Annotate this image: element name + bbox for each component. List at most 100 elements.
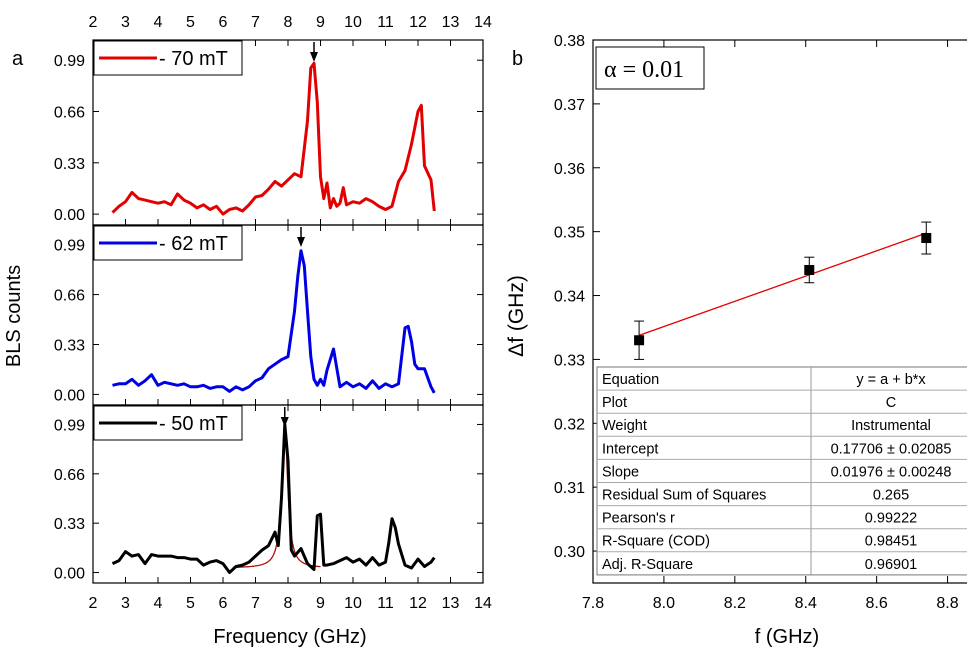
y-tick-label: 0.33 xyxy=(54,156,85,173)
y-tick-label: 0.66 xyxy=(54,105,85,122)
series-line xyxy=(112,249,436,394)
x-tick-label: 8 xyxy=(284,14,293,31)
legend-label: - 50 mT xyxy=(159,413,228,435)
panel-b: b Δf (GHz) f (GHz) 0.300.310.320.330.340… xyxy=(505,33,967,648)
series-line xyxy=(111,61,436,216)
x-tick-label: 6 xyxy=(219,595,228,612)
x-tick-label: 14 xyxy=(474,595,492,612)
x-tick-label: 2 xyxy=(89,595,98,612)
x-tick-label: 7 xyxy=(251,595,260,612)
y-tick-label: 0.00 xyxy=(54,387,85,404)
alpha-text: α = 0.01 xyxy=(604,57,684,83)
y-tick-label: 0.31 xyxy=(554,480,585,497)
y-tick-label: 0.34 xyxy=(554,289,585,306)
y-tick-label: 0.99 xyxy=(54,53,85,70)
x-tick-label: 5 xyxy=(186,14,195,31)
x-tick-label: 8.6 xyxy=(866,595,888,612)
y-tick-label: 0.36 xyxy=(554,161,585,178)
x-tick-label: 2 xyxy=(89,14,98,31)
y-tick-label: 0.66 xyxy=(54,288,85,305)
x-tick-label: 14 xyxy=(474,14,492,31)
x-tick-label: 11 xyxy=(377,14,394,31)
table-cell-label: R-Square (COD) xyxy=(602,534,710,550)
y-tick-label: 0.35 xyxy=(554,225,585,242)
y-tick-label: 0.99 xyxy=(54,238,85,255)
fit-line xyxy=(638,232,927,337)
fit-curve xyxy=(232,424,321,569)
y-tick-label: 0.33 xyxy=(54,337,85,354)
table-cell-label: Slope xyxy=(602,464,639,480)
axis-ticks: 0.30 0.31 0.32 0.33 0.34 0.35 0.36 0.37 0.38 7.8 8… xyxy=(554,33,959,612)
table-row: R-Square (COD) 0.98451 xyxy=(597,528,967,550)
y-tick-label: 0.00 xyxy=(54,207,85,224)
x-ticks-top: 2 3 4 5 6 7 8 9 10 11 12 13 14 xyxy=(89,14,492,31)
table-cell-label: Equation xyxy=(602,372,659,388)
x-tick-label: 8.4 xyxy=(795,595,817,612)
table-row: Plot C xyxy=(597,389,967,411)
x-tick-label: 3 xyxy=(121,14,130,31)
x-tick-label: 11 xyxy=(377,595,394,612)
y-tick-label: 0.33 xyxy=(554,352,585,369)
subplot-1: 0.00 0.33 0.66 0.99 - 70 mT xyxy=(54,39,484,226)
table-cell-value: C xyxy=(886,395,896,411)
x-tick-label: 9 xyxy=(316,595,325,612)
x-tick-label: 10 xyxy=(344,14,362,31)
peak-arrow-icon xyxy=(297,237,305,247)
x-tick-label: 8.8 xyxy=(936,595,958,612)
table-cell-label: Pearson's r xyxy=(602,511,675,527)
table-cell-label: Intercept xyxy=(602,441,658,457)
square-marker xyxy=(921,233,932,244)
legend-label: - 70 mT xyxy=(159,48,228,70)
y-tick-label: 0.30 xyxy=(554,544,585,561)
y-tick-label: 0.38 xyxy=(554,33,585,50)
subplot-3: 0.00 0.33 0.66 0.99 - 50 mT xyxy=(54,404,484,584)
table-cell-value: y = a + b*x xyxy=(856,372,926,388)
x-tick-label: 10 xyxy=(344,595,362,612)
x-tick-label: 9 xyxy=(316,14,325,31)
alpha-annotation: α = 0.01 xyxy=(595,46,705,90)
y-tick-label: 0.99 xyxy=(54,417,85,434)
table-cell-label: Residual Sum of Squares xyxy=(602,488,766,504)
data-point xyxy=(804,256,815,284)
table-row: Adj. R-Square 0.96901 xyxy=(597,551,967,573)
table-cell-label: Plot xyxy=(602,395,627,411)
y-tick-label: 0.37 xyxy=(554,97,585,114)
legend: - 70 mT xyxy=(93,40,243,76)
panel-b-label: b xyxy=(512,48,523,70)
x-tick-label: 7 xyxy=(251,14,260,31)
legend: - 50 mT xyxy=(93,405,243,441)
data-point xyxy=(634,320,645,360)
square-marker xyxy=(804,264,815,275)
x-axis-label: f (GHz) xyxy=(755,626,819,648)
x-tick-label: 5 xyxy=(186,595,195,612)
peak-arrow-icon xyxy=(280,417,289,427)
x-tick-label: 4 xyxy=(154,595,163,612)
y-tick-label: 0.66 xyxy=(54,467,85,484)
table-cell-label: Weight xyxy=(602,418,647,434)
plot-frame xyxy=(592,39,967,584)
x-tick-label: 13 xyxy=(442,595,460,612)
series-line xyxy=(111,422,436,574)
table-cell-value: 0.01976 ± 0.00248 xyxy=(831,464,952,480)
x-tick-label: 8 xyxy=(284,595,293,612)
x-tick-label: 12 xyxy=(409,595,427,612)
x-tick-label: 6 xyxy=(219,14,228,31)
x-ticks-bottom: 2 3 4 5 6 7 8 9 10 11 12 13 14 xyxy=(89,595,492,612)
table-cell-value: 0.17706 ± 0.02085 xyxy=(831,441,952,457)
panel-a: a BLS counts Frequency (GHz) 0.00 0.33 0.6… xyxy=(3,14,492,648)
table-cell-label: Adj. R-Square xyxy=(602,557,693,573)
table-border xyxy=(596,366,967,576)
table-row: Residual Sum of Squares 0.265 xyxy=(597,482,967,504)
annotation-box xyxy=(595,46,705,90)
x-axis-label: Frequency (GHz) xyxy=(213,626,366,648)
x-tick-label: 7.8 xyxy=(582,595,604,612)
table-cell-value: 0.98451 xyxy=(865,534,917,550)
table-row: Equation y = a + b*x xyxy=(602,372,926,388)
subplot-2: 0.00 0.33 0.66 0.99 - 62 mT xyxy=(54,224,484,406)
x-tick-label: 8.2 xyxy=(724,595,746,612)
fit-results-table: Equation y = a + b*x Plot C Weight Instrument… xyxy=(596,366,967,576)
x-tick-label: 4 xyxy=(154,14,163,31)
table-row: Pearson's r 0.99222 xyxy=(597,505,967,527)
table-cell-value: 0.265 xyxy=(873,488,909,504)
x-tick-label: 12 xyxy=(409,14,427,31)
